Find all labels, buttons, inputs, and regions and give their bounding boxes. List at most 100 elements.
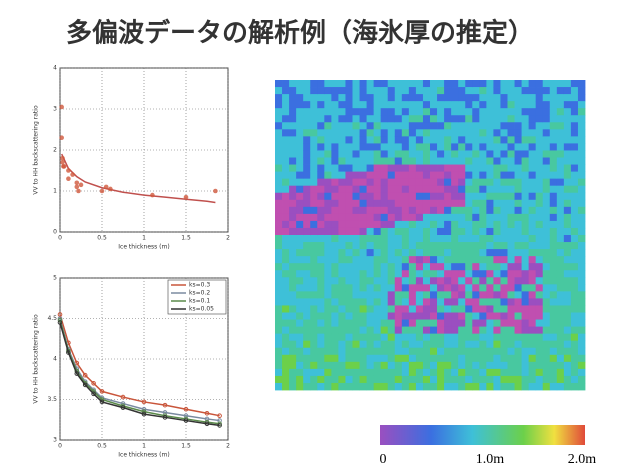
map-cell [367, 108, 374, 115]
map-cell [522, 348, 529, 355]
map-cell [324, 376, 331, 383]
map-cell [536, 129, 543, 136]
map-cell [289, 108, 296, 115]
map-cell [451, 348, 458, 355]
y-tick-label: 4 [53, 356, 57, 363]
map-cell [282, 327, 289, 334]
map-cell [275, 355, 282, 362]
map-cell [338, 270, 345, 277]
map-cell [444, 369, 451, 376]
map-cell [522, 355, 529, 362]
map-cell [500, 115, 507, 122]
map-cell [296, 242, 303, 249]
map-cell [571, 228, 578, 235]
map-cell [437, 348, 444, 355]
map-cell [550, 172, 557, 179]
map-cell [550, 334, 557, 341]
map-cell [437, 235, 444, 242]
map-cell [282, 101, 289, 108]
map-cell [409, 143, 416, 150]
map-cell [578, 214, 585, 221]
map-cell [360, 334, 367, 341]
map-cell [578, 249, 585, 256]
map-cell [437, 87, 444, 94]
map-cell [486, 305, 493, 312]
map-cell [571, 334, 578, 341]
map-cell [543, 327, 550, 334]
map-cell [550, 200, 557, 207]
map-cell [423, 136, 430, 143]
map-cell [465, 362, 472, 369]
map-cell [479, 122, 486, 129]
map-cell [536, 348, 543, 355]
map-cell [317, 186, 324, 193]
map-cell [529, 362, 536, 369]
map-cell [282, 263, 289, 270]
map-cell [423, 284, 430, 291]
map-cell [296, 207, 303, 214]
map-cell [345, 334, 352, 341]
map-cell [409, 242, 416, 249]
point [66, 176, 71, 181]
map-cell [458, 369, 465, 376]
map-cell [493, 172, 500, 179]
map-cell [296, 284, 303, 291]
map-cell [388, 369, 395, 376]
map-cell [458, 341, 465, 348]
map-cell [578, 270, 585, 277]
map-cell [486, 327, 493, 334]
map-cell [402, 263, 409, 270]
map-cell [374, 207, 381, 214]
map-cell [367, 334, 374, 341]
map-cell [508, 284, 515, 291]
map-cell [402, 221, 409, 228]
map-cell [430, 249, 437, 256]
map-cell [529, 277, 536, 284]
map-cell [571, 150, 578, 157]
map-cell [486, 221, 493, 228]
map-cell [444, 376, 451, 383]
map-cell [423, 228, 430, 235]
map-cell [324, 228, 331, 235]
map-cell [409, 348, 416, 355]
map-cell [479, 334, 486, 341]
map-cell [324, 179, 331, 186]
map-cell [317, 341, 324, 348]
map-cell [536, 214, 543, 221]
map-cell [367, 305, 374, 312]
map-cell [465, 214, 472, 221]
map-cell [310, 277, 317, 284]
map-cell [282, 242, 289, 249]
map-cell [353, 242, 360, 249]
point [104, 185, 109, 190]
map-cell [360, 305, 367, 312]
map-cell [402, 158, 409, 165]
map-cell [493, 228, 500, 235]
map-cell [324, 298, 331, 305]
map-cell [317, 136, 324, 143]
map-cell [515, 249, 522, 256]
map-cell [345, 256, 352, 263]
map-cell [353, 200, 360, 207]
map-cell [578, 376, 585, 383]
map-cell [275, 298, 282, 305]
map-cell [374, 115, 381, 122]
map-cell [331, 94, 338, 101]
map-cell [571, 80, 578, 87]
map-cell [515, 256, 522, 263]
map-cell [458, 383, 465, 390]
map-cell [367, 228, 374, 235]
map-cell [493, 369, 500, 376]
map-cell [486, 80, 493, 87]
map-cell [282, 186, 289, 193]
map-cell [416, 179, 423, 186]
map-cell [282, 158, 289, 165]
map-cell [557, 115, 564, 122]
map-cell [465, 313, 472, 320]
map-cell [402, 235, 409, 242]
map-cell [543, 341, 550, 348]
map-cell [529, 305, 536, 312]
map-cell [465, 256, 472, 263]
map-cell [564, 256, 571, 263]
map-cell [543, 87, 550, 94]
